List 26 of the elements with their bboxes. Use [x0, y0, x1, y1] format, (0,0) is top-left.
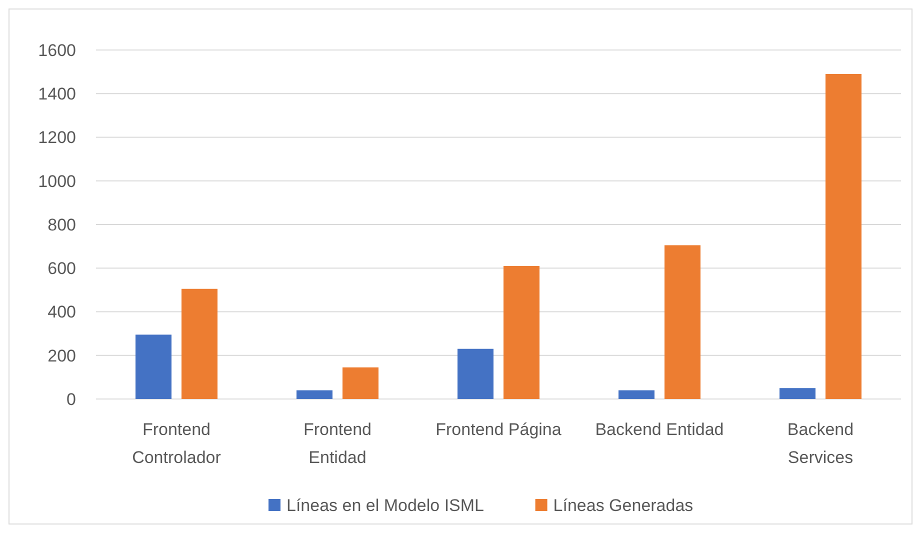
bar — [182, 288, 218, 399]
legend-label: Líneas en el Modelo ISML — [286, 496, 484, 515]
y-tick-label: 1200 — [38, 128, 76, 148]
y-tick-label: 1400 — [38, 84, 76, 104]
y-tick-label: 200 — [48, 346, 76, 366]
x-tick-label: Frontend Entidad — [303, 420, 372, 467]
y-tick-label: 1600 — [38, 40, 76, 60]
bar — [826, 74, 862, 399]
bar — [136, 334, 172, 399]
bar — [780, 388, 816, 399]
bar — [618, 390, 654, 399]
y-tick-label: 0 — [66, 390, 76, 409]
x-tick-label: Frontend Controlador — [132, 420, 222, 467]
y-tick-label: 1000 — [38, 172, 76, 191]
legend-label: Líneas Generadas — [553, 496, 694, 515]
x-tick-label: Frontend Página — [436, 420, 562, 439]
x-tick-label: Backend Entidad — [595, 420, 724, 439]
bar — [458, 348, 494, 399]
bar — [664, 245, 700, 399]
bar — [296, 390, 332, 399]
y-tick-label: 600 — [48, 259, 76, 278]
y-tick-label: 800 — [48, 215, 76, 234]
y-tick-label: 400 — [48, 302, 76, 322]
bar — [342, 367, 378, 399]
bar — [504, 266, 540, 399]
x-tick-label: Backend Services — [787, 420, 854, 467]
